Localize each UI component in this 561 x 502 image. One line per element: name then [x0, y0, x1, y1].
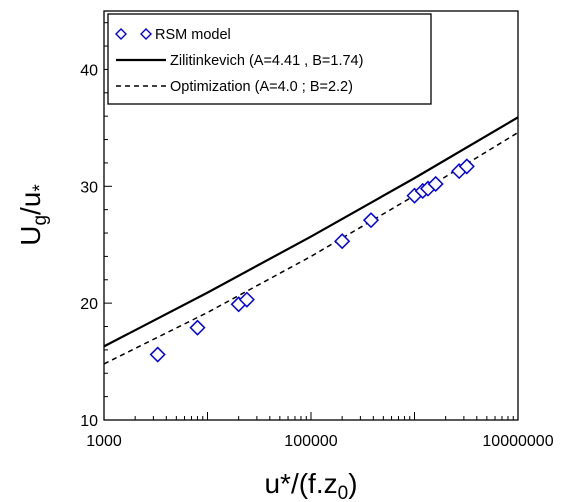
x-tick-label: 1000 — [86, 433, 122, 450]
y-axis-title: Ug/u* — [15, 184, 51, 246]
y-tick-label: 10 — [80, 413, 98, 430]
zilitinkevich-line — [103, 116, 519, 348]
axis-ticks — [103, 22, 519, 421]
legend-label-optimization: Optimization (A=4.0 ; B=2.2) — [170, 79, 353, 95]
rsm-data-point — [149, 346, 166, 363]
rsm-data-point — [362, 212, 380, 229]
rsm-data-point — [189, 319, 206, 336]
legend-label-zilitinkevich: Zilitinkevich (A=4.41 , B=1.74) — [170, 53, 363, 69]
rsm-data-point — [427, 175, 444, 193]
x-tick-label: 100000 — [284, 433, 337, 450]
rsm-data-point — [238, 291, 255, 308]
x-tick-label: 10000000 — [482, 433, 553, 450]
legend-marker-rsm-1 — [115, 28, 127, 40]
rsm-data-point — [458, 158, 475, 175]
series-layer — [103, 116, 519, 365]
legend-label-rsm: RSM model — [155, 27, 231, 43]
legend-marker-rsm-2 — [140, 28, 152, 40]
y-tick-label: 30 — [80, 179, 98, 196]
y-tick-label: 40 — [80, 62, 98, 79]
rsm-data-point — [334, 233, 351, 250]
y-tick-label: 20 — [80, 296, 98, 313]
x-axis-title: u*/(f.z0) — [264, 468, 357, 502]
legend: RSM model Zilitinkevich (A=4.41 , B=1.74… — [107, 13, 432, 105]
tick-labels: 1000 100000 10000000 10 20 30 40 — [80, 62, 553, 450]
